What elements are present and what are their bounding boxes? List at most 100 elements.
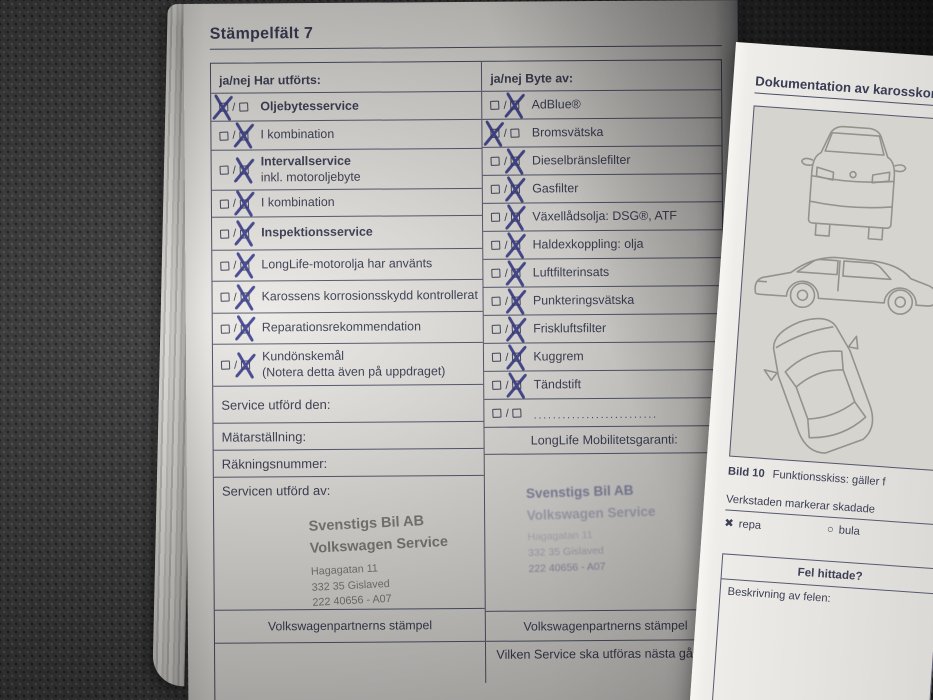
ja-nej-checkboxes: / xyxy=(220,359,251,372)
checkbox-ja xyxy=(492,408,502,418)
table-header-row: ja/nej Har utförts: ja/nej Byte av: xyxy=(210,60,722,94)
row-label: Karossens korrosionsskydd kontrollerat xyxy=(261,287,478,304)
row-label: Punkteringsvätska xyxy=(532,292,635,308)
slash: / xyxy=(233,322,237,335)
ja-nej-checkboxes: / xyxy=(492,407,522,419)
row-label: AdBlue® xyxy=(531,97,581,112)
row-label: Dieselbränslefilter xyxy=(531,152,631,168)
dealer-stamp-printed: Svenstigs Bil AB Volkswagen Service Haga… xyxy=(308,507,487,612)
header-byte-av: ja/nej Byte av: xyxy=(490,71,574,86)
ja-nej-checkboxes: / xyxy=(492,351,522,364)
row-label: Bromsvätska xyxy=(531,124,604,140)
checkbox-nej xyxy=(511,324,522,334)
service-book-left-page: Stämpelfält 7 ja/nej Har utförts: ja/nej… xyxy=(183,0,743,700)
checklist-row-i-kombination-2: / I kombination xyxy=(211,188,483,218)
checkbox-ja xyxy=(490,100,500,110)
checkbox-nej xyxy=(511,268,521,278)
slash: / xyxy=(232,129,236,142)
ja-nej-checkboxes: / xyxy=(491,323,522,336)
checkbox-ja xyxy=(219,130,229,141)
checkbox-ja xyxy=(220,323,230,334)
row-label: Oljebytesservice xyxy=(260,98,359,114)
field-rakningsnummer: Räkningsnummer: xyxy=(213,448,485,478)
question-row-spacer xyxy=(214,641,487,685)
row-label: Gasfilter xyxy=(532,181,579,196)
slash: / xyxy=(503,99,507,112)
checkbox-ja xyxy=(219,165,229,175)
row-label: Haldexkoppling: olja xyxy=(532,236,644,252)
next-service-question: Vilken Service ska utföras nästa gång? xyxy=(496,646,714,662)
slash: / xyxy=(505,379,509,392)
row-label: Tändstift xyxy=(533,377,582,392)
slash: / xyxy=(504,295,509,308)
checkbox-ja xyxy=(491,268,501,278)
ja-nej-checkboxes: / xyxy=(220,259,250,272)
karosskontroll-title: Dokumentation av karosskontroll xyxy=(754,73,933,110)
ja-nej-checkboxes: / xyxy=(219,227,250,240)
row-label: Kuggrem xyxy=(533,349,584,364)
slash: / xyxy=(232,101,236,114)
row-sublabel: (Notera detta även på uppdraget) xyxy=(262,363,446,379)
checkbox-nej xyxy=(510,156,521,166)
slash: / xyxy=(232,197,237,210)
checkbox-nej xyxy=(511,240,521,250)
checklist-row-kundonskemal: / Kundönskemål (Notera detta även på uppd… xyxy=(212,342,484,387)
stamp-field-table: ja/nej Har utförts: ja/nej Byte av: / Ol… xyxy=(209,59,727,700)
title-underline xyxy=(209,45,722,50)
legend-item-bula: ○ bula xyxy=(827,524,861,539)
slash: / xyxy=(505,351,509,364)
row-label: Inspektionsservice xyxy=(261,225,373,240)
checklist-row-blank: / .......................... xyxy=(484,398,724,428)
checkbox-ja xyxy=(220,260,230,271)
checklist-row-tandstift: / Tändstift xyxy=(484,370,724,400)
field-matarstallning: Mätarställning: xyxy=(213,421,484,451)
slash: / xyxy=(505,323,509,336)
checkbox-ja xyxy=(220,360,231,370)
checklist-row-friskluftsfilter: / Friskluftsfilter xyxy=(484,314,723,344)
checklist-row-vaxelladsolja: / Växellådsolja: DSG®, ATF xyxy=(483,202,723,232)
damage-legend: Verkstaden markerar skadade ✖ repa ○ bula xyxy=(724,493,933,545)
checkbox-ja xyxy=(491,240,501,250)
legend-label: bula xyxy=(838,524,861,538)
checkbox-ja xyxy=(492,380,502,390)
checkbox-nej xyxy=(239,165,249,175)
checkbox-ja xyxy=(219,228,230,239)
checklist-row-bromsvatska: / Bromsvätska xyxy=(482,118,722,148)
left-column-footer: Volkswagenpartnerns stämpel xyxy=(214,607,486,643)
ja-nej-checkboxes: / xyxy=(220,322,251,335)
row-label: LongLife-motorolja har använts xyxy=(261,256,433,272)
ja-nej-checkboxes: / xyxy=(220,291,250,304)
ja-nej-checkboxes: / xyxy=(490,183,521,195)
slash: / xyxy=(233,291,237,304)
car-sketch-panel xyxy=(729,105,933,472)
column-byte-av: / AdBlue® / Bromsvätska / Dieselbränslef… xyxy=(482,90,725,641)
slash: / xyxy=(234,359,238,372)
checklist-row-gasfilter: / Gasfilter xyxy=(483,174,722,204)
row-label: Växellådsolja: DSG®, ATF xyxy=(532,208,677,224)
dealer-stamp-inked: Svenstigs Bil AB Volkswagen Service Haga… xyxy=(526,477,726,578)
ja-nej-checkboxes: / xyxy=(491,295,522,308)
car-top-view-diagram xyxy=(763,317,874,454)
checkbox-nej xyxy=(510,100,520,110)
ja-nej-checkboxes: / xyxy=(491,267,521,279)
checklist-row-inspektionsservice: / Inspektionsservice xyxy=(212,215,483,251)
checkbox-ja xyxy=(491,324,502,334)
row-label: Reparationsrekommendation xyxy=(261,319,422,335)
checklist-row-luftfilterinsats: / Luftfilterinsats xyxy=(483,258,723,288)
ja-nej-checkboxes: / xyxy=(219,164,249,176)
checkbox-ja xyxy=(492,352,502,362)
checklist-row-intervallservice: / Intervallservice inkl. motoroljebyte xyxy=(211,148,483,191)
row-label: I kombination xyxy=(260,195,335,210)
checklist-row-haldexkoppling: / Haldexkoppling: olja xyxy=(483,230,723,260)
checkbox-nej xyxy=(240,360,251,370)
dealer-stamp-cell: Svenstigs Bil AB Volkswagen Service Haga… xyxy=(485,453,725,611)
slash: / xyxy=(233,227,237,240)
fel-hittade-box: Fel hittade? Beskrivning av felen: xyxy=(711,553,933,700)
figure-number: Bild 10 xyxy=(727,465,766,481)
ja-nej-checkboxes: / xyxy=(491,211,521,223)
next-service-question-row: Vilken Service ska utföras nästa gång? xyxy=(214,639,726,685)
checkbox-nej xyxy=(511,184,521,194)
row-label: Luftfilterinsats xyxy=(532,264,610,280)
checklist-row-korrosionsskydd: / Karossens korrosionsskydd kontrollerat xyxy=(212,279,483,314)
